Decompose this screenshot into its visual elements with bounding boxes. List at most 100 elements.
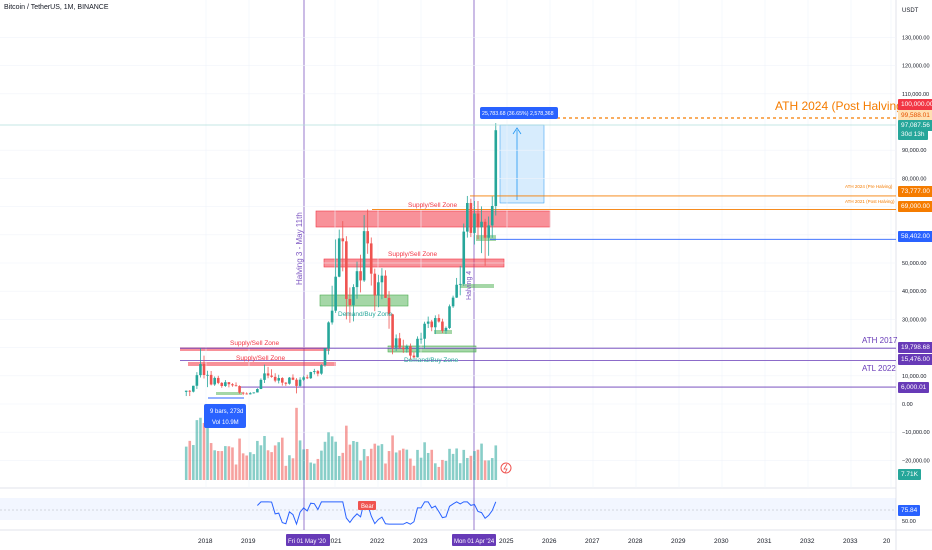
year-tick-label: 2021 bbox=[327, 538, 342, 545]
volume-bar bbox=[259, 445, 263, 480]
candle-body bbox=[320, 365, 323, 374]
candle-body bbox=[487, 225, 490, 238]
volume-bar bbox=[188, 440, 192, 480]
volume-bar bbox=[334, 441, 337, 480]
tag-97087: 97,087.56 bbox=[898, 120, 932, 131]
date-label: Fri 01 May '20 bbox=[288, 539, 326, 545]
rsi-tick-label: 50.00 bbox=[902, 519, 916, 525]
volume-bar bbox=[487, 460, 490, 480]
candle-body bbox=[298, 379, 302, 386]
candle-body bbox=[188, 390, 192, 392]
volume-bar bbox=[430, 449, 434, 480]
candle-body bbox=[227, 382, 231, 385]
supply-zone-2 bbox=[188, 362, 336, 366]
price-tick-label: −20,000.00 bbox=[902, 458, 930, 464]
candle-body bbox=[284, 382, 288, 384]
volume-bar bbox=[444, 460, 448, 480]
price-tick-label: 0.00 bbox=[902, 402, 913, 408]
measure-arrow-head bbox=[512, 127, 522, 135]
candle-body bbox=[209, 374, 213, 385]
tag-58402: 58,402.00 bbox=[898, 231, 932, 242]
candle-body bbox=[380, 275, 384, 283]
candle-body bbox=[345, 241, 348, 299]
volume-bar bbox=[295, 407, 298, 480]
volume-bar bbox=[337, 455, 341, 480]
volume-bar bbox=[352, 441, 355, 480]
candle-body bbox=[494, 130, 498, 206]
candle-body bbox=[316, 371, 320, 374]
volume-bar bbox=[252, 454, 256, 480]
candle-body bbox=[231, 384, 234, 386]
tag-countdown: 30d 13h bbox=[898, 129, 928, 140]
volume-bar bbox=[288, 455, 291, 480]
volume-bar bbox=[355, 441, 359, 480]
price-tick-label: 50,000.00 bbox=[902, 261, 926, 267]
volume-bar bbox=[220, 451, 224, 480]
volume-bar bbox=[192, 445, 195, 480]
volume-bar bbox=[280, 437, 284, 480]
candle-body bbox=[277, 378, 281, 381]
supply-zone-3-label: Supply/Sell Zone bbox=[388, 251, 438, 258]
year-tick-label: 2019 bbox=[241, 538, 256, 545]
candle-body bbox=[455, 284, 458, 298]
price-tick-label: 10,000.00 bbox=[902, 374, 926, 380]
volume-bar bbox=[305, 448, 309, 480]
candle-body bbox=[266, 373, 270, 376]
tag-69000: 69,000.00 bbox=[898, 201, 932, 212]
volume-bar bbox=[426, 452, 430, 480]
candle-body bbox=[295, 379, 298, 386]
tag-rsi: 75.84 bbox=[898, 505, 921, 516]
candle-body bbox=[483, 221, 487, 238]
candle-body bbox=[238, 386, 241, 393]
volume-bar bbox=[476, 449, 480, 480]
lightning-icon[interactable] bbox=[500, 462, 512, 474]
volume-bar bbox=[448, 448, 451, 480]
candle-body bbox=[490, 205, 494, 226]
volume-bar bbox=[401, 448, 405, 480]
candle-body bbox=[248, 393, 252, 395]
candle-body bbox=[327, 322, 330, 349]
supply-zone-4-label: Supply/Sell Zone bbox=[408, 202, 458, 209]
candle-body bbox=[366, 231, 369, 244]
price-tick-label: 110,000.00 bbox=[902, 92, 929, 98]
year-tick-label: 2022 bbox=[370, 538, 385, 545]
volume-bar bbox=[473, 451, 476, 480]
levels bbox=[180, 195, 896, 388]
volume-bar bbox=[480, 443, 483, 480]
volume-bar bbox=[345, 425, 348, 480]
volume-bar bbox=[206, 417, 209, 480]
candle-body bbox=[362, 231, 366, 281]
candle-body bbox=[252, 392, 256, 394]
price-tick-label: 130,000.00 bbox=[902, 35, 930, 41]
volume-bar bbox=[199, 417, 202, 480]
candle-body bbox=[256, 388, 259, 393]
volume-bar bbox=[330, 436, 334, 480]
volume-bar bbox=[423, 442, 426, 480]
candle-body bbox=[280, 378, 284, 383]
year-tick-label: 2027 bbox=[585, 538, 600, 545]
volume-bar bbox=[302, 449, 305, 480]
year-tick-label: 2033 bbox=[843, 538, 858, 545]
volume-bar bbox=[248, 452, 252, 480]
candle-body bbox=[394, 338, 398, 348]
volume-bar bbox=[373, 443, 377, 480]
volume-bar bbox=[209, 443, 213, 480]
tag-73777: 73,777.00 bbox=[898, 186, 932, 197]
candle-body bbox=[466, 202, 469, 232]
volume-bar bbox=[490, 458, 494, 480]
candle-body bbox=[313, 371, 316, 373]
year-tick-label: 2023 bbox=[413, 538, 428, 545]
year-tick-label: 2031 bbox=[757, 538, 772, 545]
volume-bar bbox=[234, 464, 238, 480]
candle-body bbox=[462, 231, 466, 284]
ath-2024-pre-label: ATH 2024 (Pre Halving) bbox=[845, 184, 893, 189]
candle-body bbox=[259, 379, 263, 389]
candle-body bbox=[334, 276, 337, 311]
volume-bar bbox=[224, 446, 227, 480]
price-tick-label: 80,000.00 bbox=[902, 176, 926, 182]
candle-body bbox=[409, 346, 412, 356]
volume-bar bbox=[323, 441, 327, 480]
bars-range-text-2: Vol 10.9M bbox=[212, 420, 239, 426]
supply-zone-1-label: Supply/Sell Zone bbox=[230, 340, 280, 347]
